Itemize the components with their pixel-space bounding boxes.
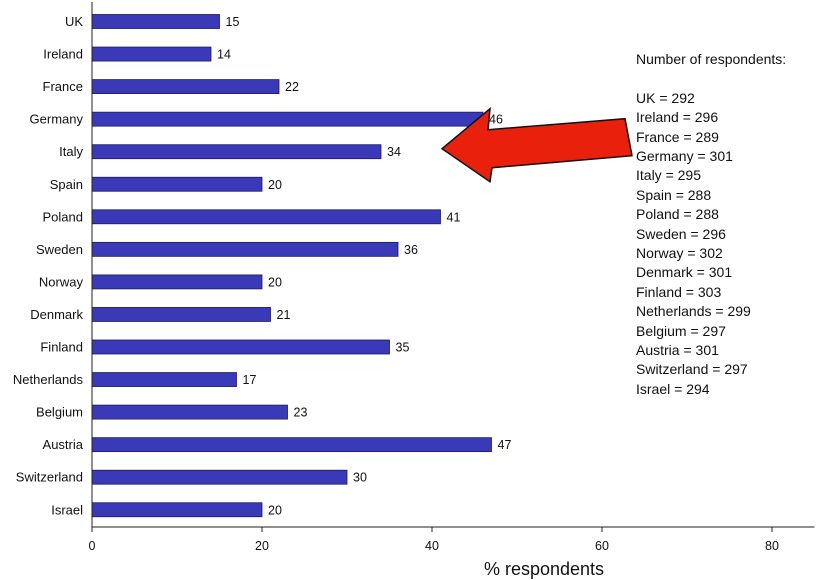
bar-spain	[91, 176, 263, 192]
category-label-norway: Norway	[39, 274, 84, 289]
value-label-uk: 15	[226, 15, 240, 29]
bar-uk	[91, 14, 220, 29]
value-label-netherlands: 17	[243, 373, 257, 387]
respondent-count-item: Israel = 294	[636, 380, 710, 397]
bar-italy	[91, 144, 382, 160]
respondent-counts-heading: Number of respondents:	[636, 51, 787, 67]
x-tick-label-60: 60	[595, 539, 609, 553]
bar-belgium	[91, 404, 288, 420]
value-label-france: 22	[285, 80, 299, 94]
value-label-italy: 34	[387, 145, 401, 159]
respondent-count-item: Germany = 301	[636, 148, 733, 165]
bar-ireland	[91, 46, 212, 62]
value-label-austria: 47	[498, 438, 512, 452]
bar-france	[91, 79, 280, 94]
value-label-norway: 20	[268, 275, 282, 289]
category-label-switzerland: Switzerland	[16, 470, 83, 485]
category-label-belgium: Belgium	[36, 405, 83, 420]
bar-israel	[91, 502, 263, 518]
respondent-count-item: Spain = 288	[636, 186, 712, 203]
bar-finland	[91, 339, 390, 355]
category-label-finland: Finland	[40, 340, 83, 355]
category-label-germany: Germany	[30, 112, 84, 127]
category-label-sweden: Sweden	[36, 242, 83, 257]
value-label-poland: 41	[447, 210, 461, 224]
value-label-denmark: 21	[277, 308, 291, 322]
value-label-finland: 35	[396, 341, 410, 355]
value-label-belgium: 23	[294, 406, 308, 420]
x-tick-label-80: 80	[765, 539, 779, 553]
respondent-count-item: Sweden = 296	[636, 225, 726, 242]
respondent-counts-panel: Number of respondents: UK = 292 Ireland =…	[636, 50, 786, 399]
respondent-count-item: Ireland = 296	[636, 109, 719, 126]
respondent-count-item: Norway = 302	[636, 245, 723, 262]
respondent-count-item: Finland = 303	[636, 283, 722, 300]
bar-austria	[91, 437, 492, 453]
bar-norway	[91, 274, 263, 290]
category-label-italy: Italy	[59, 144, 83, 159]
respondent-count-item: UK = 292	[636, 89, 695, 106]
value-label-spain: 20	[268, 178, 282, 192]
category-label-netherlands: Netherlands	[13, 372, 84, 387]
bar-switzerland	[91, 469, 348, 485]
value-label-germany: 46	[489, 113, 503, 127]
bar-sweden	[91, 241, 399, 257]
respondent-count-item: Belgium = 297	[636, 322, 726, 339]
category-label-uk: UK	[65, 14, 83, 29]
respondent-count-item: Poland = 288	[636, 206, 719, 223]
value-label-sweden: 36	[404, 243, 418, 257]
bar-germany	[91, 111, 484, 127]
respondent-count-item: Netherlands = 299	[636, 303, 751, 320]
bar-poland	[91, 209, 441, 225]
category-label-denmark: Denmark	[30, 307, 83, 322]
x-axis-label: % respondents	[484, 559, 604, 579]
respondent-count-item: Austria = 301	[636, 342, 719, 359]
value-label-israel: 20	[268, 503, 282, 517]
respondent-counts-list: UK = 292 Ireland = 296 France = 289 Germany…	[636, 89, 786, 400]
x-tick-label-40: 40	[425, 539, 439, 553]
bar-denmark	[91, 307, 271, 322]
category-label-ireland: Ireland	[43, 47, 83, 62]
annotation-arrow	[440, 106, 633, 184]
category-label-poland: Poland	[43, 209, 83, 224]
respondent-count-item: Denmark = 301	[636, 264, 733, 281]
category-label-spain: Spain	[50, 177, 83, 192]
x-tick-label-0: 0	[89, 539, 96, 553]
respondent-count-item: Italy = 295	[636, 167, 701, 184]
x-tick-label-20: 20	[255, 539, 269, 553]
value-label-ireland: 14	[217, 48, 231, 62]
category-label-austria: Austria	[43, 437, 84, 452]
value-label-switzerland: 30	[353, 471, 367, 485]
respondent-count-item: France = 289	[636, 128, 719, 145]
category-label-israel: Israel	[51, 502, 83, 517]
bar-netherlands	[91, 372, 237, 387]
category-label-france: France	[43, 79, 83, 94]
respondent-count-item: Switzerland = 297	[636, 361, 748, 378]
